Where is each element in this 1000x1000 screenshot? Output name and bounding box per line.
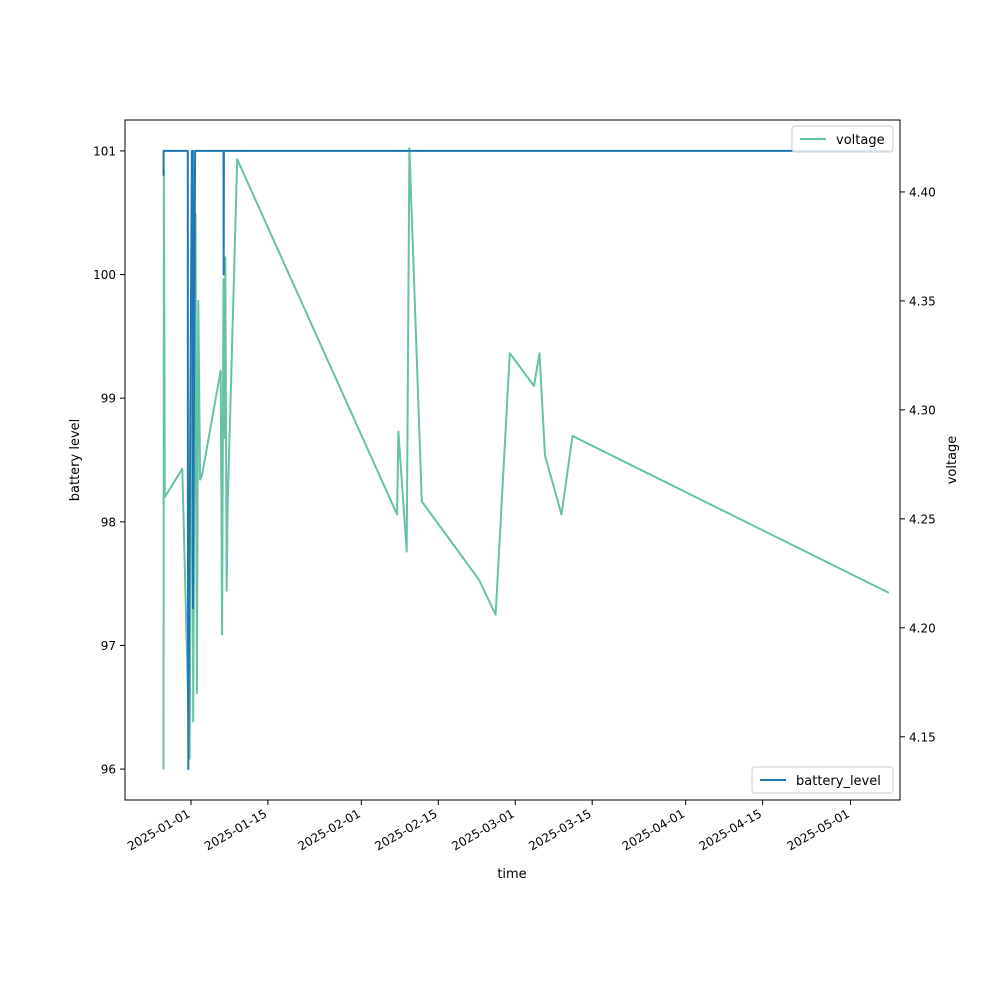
legend-battery-level: battery_level — [751, 766, 894, 794]
y-right-tick-label: 4.35 — [909, 294, 936, 308]
y-left-tick-label: 101 — [93, 144, 116, 158]
y-left-tick-label: 99 — [101, 392, 116, 406]
y-right-tick-label: 4.15 — [909, 730, 936, 744]
y-left-tick-label: 97 — [101, 639, 116, 653]
y-right-tick-label: 4.40 — [909, 185, 936, 199]
y-left-tick-label: 98 — [101, 515, 116, 529]
legend-voltage: voltage — [791, 125, 894, 153]
y-axis-left-label: battery level — [68, 419, 83, 502]
y-right-tick-label: 4.20 — [909, 621, 936, 635]
y-left-tick-label: 100 — [93, 268, 116, 282]
legend-box — [751, 766, 894, 794]
y-right-tick-label: 4.30 — [909, 403, 936, 417]
plot-area — [162, 147, 890, 771]
legend-box — [791, 125, 894, 153]
y-left-tick-label: 96 — [101, 763, 116, 777]
x-axis-label: time — [497, 867, 526, 882]
plot-frame — [124, 119, 901, 801]
legend-label-voltage: voltage — [836, 133, 885, 148]
legend-label-battery-level: battery_level — [796, 774, 881, 789]
y-axis-right-label: voltage — [945, 436, 960, 485]
y-right-tick-label: 4.25 — [909, 512, 936, 526]
series-line-battery-level — [162, 149, 889, 771]
